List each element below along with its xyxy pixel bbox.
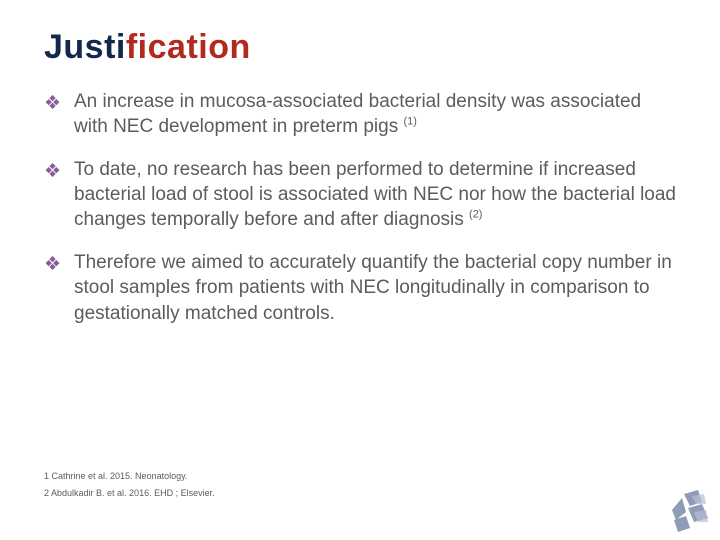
bullet-text: To date, no research has been performed … — [74, 159, 676, 230]
bullet-item: ❖ An increase in mucosa-associated bacte… — [44, 89, 676, 139]
slide-title: Justification — [44, 28, 676, 67]
bullet-text: Therefore we aimed to accurately quantif… — [74, 252, 672, 323]
corner-decoration-icon — [668, 490, 710, 532]
bullet-item: ❖ Therefore we aimed to accurately quant… — [44, 250, 676, 325]
slide: Justification ❖ An increase in mucosa-as… — [0, 0, 720, 540]
bullet-sup: (2) — [469, 209, 482, 221]
bullet-list: ❖ An increase in mucosa-associated bacte… — [44, 89, 676, 326]
references: 1 Cathrine et al. 2015. Neonatology. 2 A… — [44, 468, 215, 502]
bullet-sup: (1) — [403, 116, 416, 128]
reference-line: 1 Cathrine et al. 2015. Neonatology. — [44, 468, 215, 485]
bullet-item: ❖ To date, no research has been performe… — [44, 157, 676, 232]
reference-line: 2 Abdulkadir B. et al. 2016. EHD ; Elsev… — [44, 485, 215, 502]
title-part-red: fication — [126, 28, 251, 66]
diamond-icon: ❖ — [44, 91, 61, 116]
diamond-icon: ❖ — [44, 159, 61, 184]
diamond-icon: ❖ — [44, 252, 61, 277]
title-part-dark: Justi — [44, 28, 126, 66]
bullet-text: An increase in mucosa-associated bacteri… — [74, 91, 641, 137]
